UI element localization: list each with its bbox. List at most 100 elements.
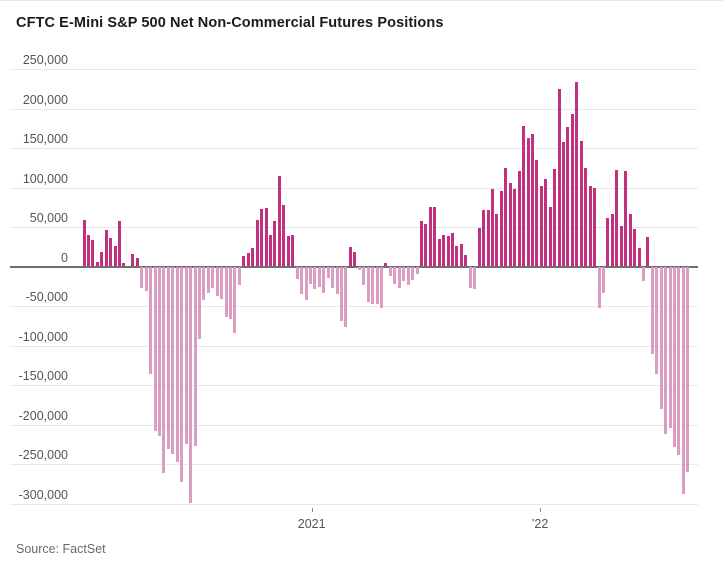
positive-bar (353, 252, 357, 267)
positive-bar (535, 159, 539, 267)
positive-bar (260, 208, 264, 267)
gridline (10, 306, 698, 307)
negative-bar (171, 266, 175, 454)
positive-bar (522, 125, 526, 267)
negative-bar (322, 266, 326, 293)
positive-bar (277, 175, 281, 267)
negative-bar (300, 266, 304, 295)
x-axis-label: ’22 (531, 516, 549, 531)
negative-bar (304, 266, 308, 301)
positive-bar (610, 213, 614, 267)
x-axis-tick (311, 508, 313, 512)
zero-gridline (10, 265, 698, 268)
positive-bar (442, 234, 446, 267)
negative-bar (406, 266, 410, 286)
negative-bar (379, 266, 383, 308)
positive-bar (242, 256, 246, 267)
gridline (10, 148, 698, 149)
negative-bar (237, 266, 241, 286)
positive-bar (566, 127, 570, 267)
negative-bar (641, 266, 645, 281)
negative-bar (686, 266, 690, 472)
negative-bar (375, 266, 379, 304)
positive-bar (428, 207, 432, 267)
positive-bar (490, 189, 494, 267)
negative-bar (362, 266, 366, 285)
negative-bar (295, 266, 299, 280)
positive-bar (464, 255, 468, 267)
negative-bar (340, 266, 344, 321)
positive-bar (628, 214, 632, 267)
y-axis-label: 150,000 (22, 132, 68, 146)
negative-bar (189, 266, 193, 503)
negative-bar (166, 266, 170, 449)
positive-bar (291, 234, 295, 267)
negative-bar (206, 266, 210, 293)
negative-bar (397, 266, 401, 288)
positive-bar (286, 236, 290, 267)
negative-bar (473, 266, 477, 290)
positive-bar (530, 133, 534, 267)
negative-bar (317, 266, 321, 288)
negative-bar (224, 266, 228, 318)
positive-bar (255, 219, 259, 267)
positive-bar (451, 232, 455, 267)
negative-bar (197, 266, 201, 340)
positive-bar (95, 261, 99, 267)
negative-bar (650, 266, 654, 355)
negative-bar (415, 266, 419, 275)
positive-bar (459, 244, 463, 267)
positive-bar (419, 220, 423, 267)
positive-bar (348, 246, 352, 267)
negative-bar (308, 266, 312, 284)
negative-bar (193, 266, 197, 446)
x-axis-tick (539, 508, 541, 512)
positive-bar (437, 238, 441, 267)
gridline (10, 227, 698, 228)
positive-bar (557, 88, 561, 267)
positive-bar (477, 227, 481, 267)
positive-bar (579, 140, 583, 267)
negative-bar (233, 266, 237, 333)
y-axis-label: -150,000 (18, 369, 68, 383)
negative-bar (184, 266, 188, 445)
negative-bar (326, 266, 330, 278)
positive-bar (637, 247, 641, 267)
positive-bar (508, 182, 512, 267)
gridline (10, 385, 698, 386)
positive-bar (486, 210, 490, 267)
negative-bar (153, 266, 157, 431)
x-axis-label: 2021 (297, 516, 326, 531)
positive-bar (433, 207, 437, 267)
negative-bar (673, 266, 677, 447)
y-axis-label: -250,000 (18, 448, 68, 462)
positive-bar (624, 170, 628, 267)
negative-bar (215, 266, 219, 296)
positive-bar (282, 204, 286, 267)
positive-bar (455, 245, 459, 267)
negative-bar (220, 266, 224, 299)
negative-bar (601, 266, 605, 293)
positive-bar (135, 257, 139, 267)
positive-bar (548, 207, 552, 267)
positive-bar (517, 170, 521, 267)
positive-bar (562, 142, 566, 267)
negative-bar (371, 266, 375, 305)
positive-bar (109, 238, 113, 267)
negative-bar (140, 266, 144, 288)
negative-bar (313, 266, 317, 290)
source-note: Source: FactSet (16, 542, 106, 556)
positive-bar (495, 214, 499, 267)
y-axis-label: 100,000 (22, 171, 68, 186)
positive-bar (122, 263, 126, 267)
positive-bar (619, 226, 623, 267)
negative-bar (366, 266, 370, 303)
negative-bar (388, 266, 392, 276)
positive-bar (539, 185, 543, 267)
positive-bar (499, 190, 503, 267)
negative-bar (175, 266, 179, 463)
negative-bar (211, 266, 215, 288)
negative-bar (162, 266, 166, 473)
positive-bar (615, 170, 619, 267)
y-axis-label: -300,000 (18, 487, 68, 502)
